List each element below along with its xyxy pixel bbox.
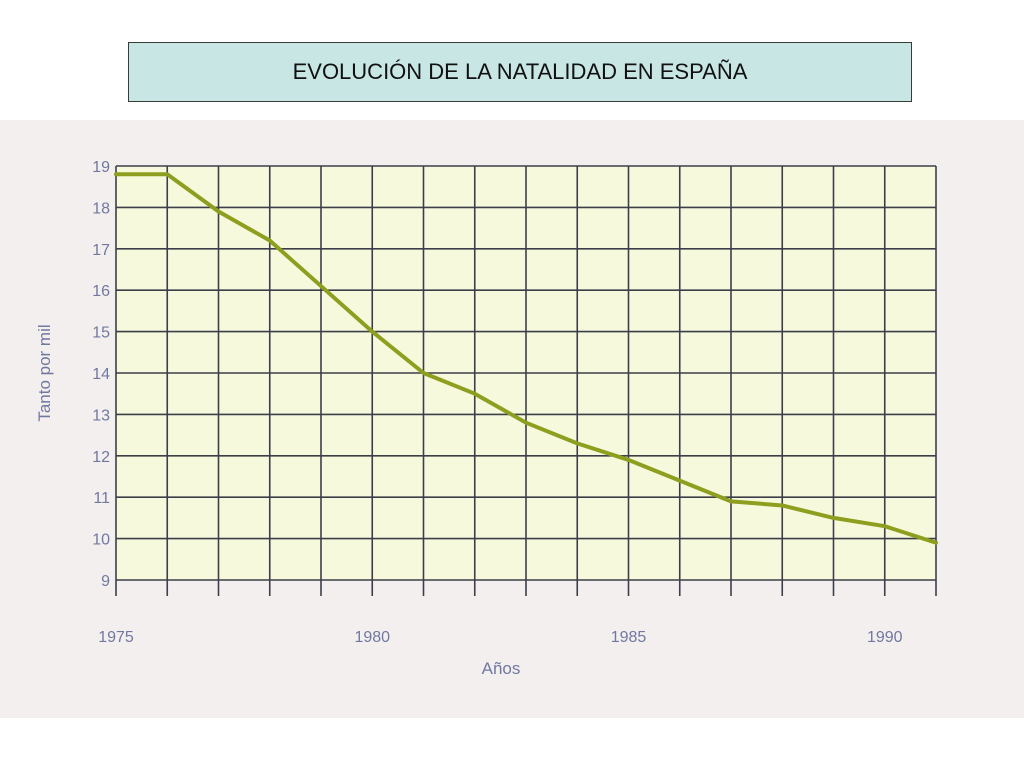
y-axis-label: Tanto por mil [35, 324, 54, 421]
y-tick-label: 10 [92, 532, 110, 549]
y-tick-label: 14 [92, 366, 110, 383]
x-tick-label: 1980 [354, 629, 390, 646]
y-tick-label: 19 [92, 159, 110, 176]
y-tick-label: 11 [93, 490, 110, 507]
x-tick-labels: 1975 1980 1985 1990 [98, 629, 902, 646]
grid-horizontal [116, 165, 936, 581]
y-tick-label: 15 [92, 325, 110, 342]
x-tick-label: 1975 [98, 629, 134, 646]
y-tick-label: 12 [92, 449, 110, 466]
y-tick-label: 9 [101, 573, 110, 590]
x-tick-label: 1985 [611, 629, 647, 646]
x-tick-label: 1990 [867, 629, 903, 646]
y-tick-label: 13 [92, 407, 110, 424]
y-tick-label: 16 [92, 283, 110, 300]
grid-vertical [115, 166, 937, 596]
y-tick-label: 17 [92, 242, 110, 259]
birth-rate-chart: 9 10 11 12 13 14 15 16 17 18 19 1975 1980 1985 1990 T… [35, 159, 938, 678]
x-axis-label: Años [482, 659, 521, 678]
chart-panel: 9 10 11 12 13 14 15 16 17 18 19 1975 1980 1985 1990 T… [0, 120, 1024, 718]
series-group [114, 172, 938, 545]
series-line [114, 172, 938, 545]
chart-title: EVOLUCIÓN DE LA NATALIDAD EN ESPAÑA [128, 42, 912, 102]
y-tick-label: 18 [92, 200, 110, 217]
y-tick-labels: 9 10 11 12 13 14 15 16 17 18 19 [92, 159, 110, 590]
